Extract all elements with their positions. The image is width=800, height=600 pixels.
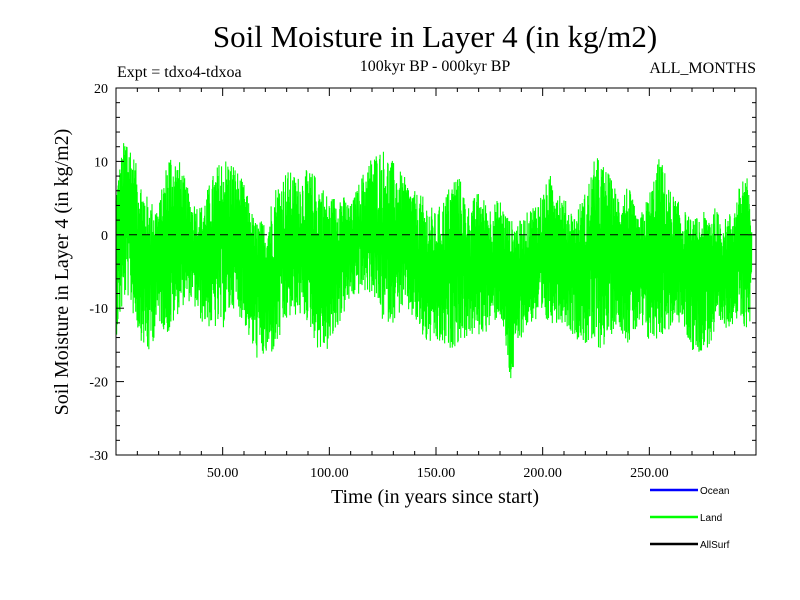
legend-label-ocean: Ocean <box>700 486 729 497</box>
series-line-land <box>115 143 753 379</box>
chart-subtitle-center: 100kyr BP - 000kyr BP <box>360 58 511 75</box>
x-tick-label: 250.00 <box>630 466 669 481</box>
x-tick-label: 150.00 <box>417 466 456 481</box>
legend-label-allsurf: AllSurf <box>700 540 730 551</box>
chart-subtitle-left: Expt = tdxo4-tdxoa <box>117 64 242 81</box>
x-tick-label: 50.00 <box>207 466 239 481</box>
chart-subtitle-right: ALL_MONTHS <box>649 60 756 77</box>
y-axis-label: Soil Moisture in Layer 4 (in kg/m2) <box>51 129 73 416</box>
y-tick-label: 0 <box>101 229 108 244</box>
x-tick-label: 100.00 <box>310 466 349 481</box>
y-tick-label: 10 <box>94 155 108 170</box>
x-axis-label: Time (in years since start) <box>331 486 539 508</box>
y-tick-label: -10 <box>89 302 108 317</box>
legend: Ocean Land AllSurf <box>650 486 730 551</box>
legend-label-land: Land <box>700 513 722 524</box>
y-tick-label: 20 <box>94 82 108 97</box>
plot-area <box>115 143 753 379</box>
chart-title: Soil Moisture in Layer 4 (in kg/m2) <box>213 19 657 54</box>
y-tick-label: -20 <box>89 376 108 391</box>
x-tick-label: 200.00 <box>523 466 562 481</box>
axes: 50.00 100.00 150.00 200.00 250.00 -30 -20 -10 0 1… <box>89 82 757 481</box>
y-tick-label: -30 <box>89 449 108 464</box>
